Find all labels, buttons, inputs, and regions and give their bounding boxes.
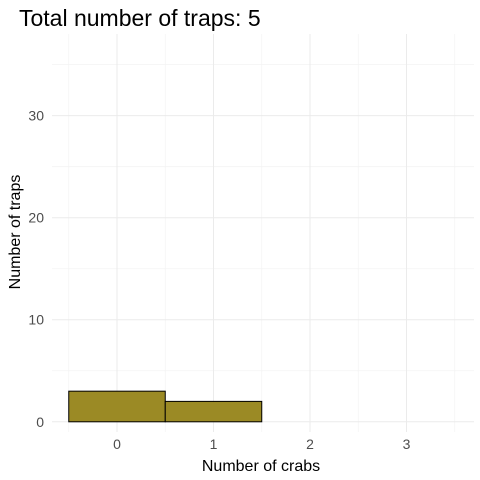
bar-1 — [164, 400, 263, 423]
x-tick-label: 2 — [306, 436, 314, 452]
bar-0 — [68, 390, 166, 423]
x-tick-label: 1 — [210, 436, 218, 452]
x-tick-label: 0 — [113, 436, 121, 452]
y-tick-label: 0 — [36, 414, 44, 430]
tick-labels: 0 10 20 30 0 1 2 3 — [28, 108, 410, 452]
x-tick-label: 3 — [403, 436, 411, 452]
grid-lines — [52, 34, 474, 432]
chart-title: Total number of traps: 5 — [19, 5, 261, 31]
x-axis-title: Number of crabs — [202, 458, 320, 475]
y-tick-label: 10 — [28, 312, 44, 328]
y-tick-label: 20 — [28, 210, 44, 226]
bars — [68, 390, 263, 423]
y-tick-label: 30 — [28, 108, 44, 124]
y-axis-title: Number of traps — [7, 175, 24, 290]
